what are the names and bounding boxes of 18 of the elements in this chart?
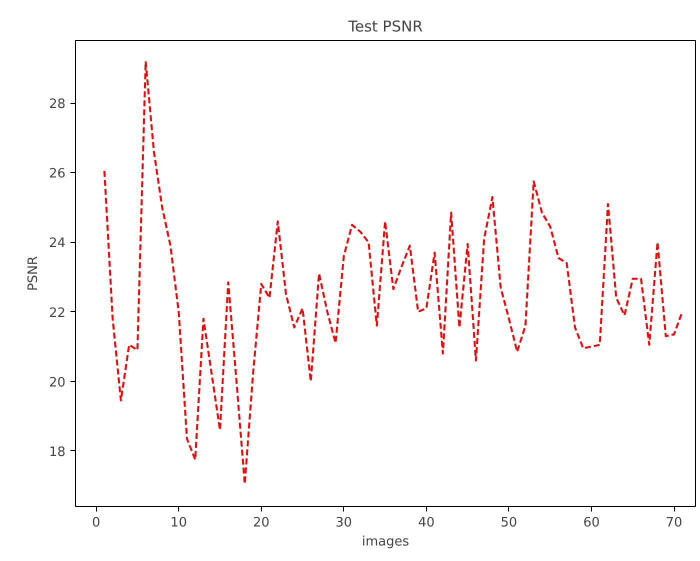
y-tick-label: 28 [48,97,66,112]
y-tick-label: 22 [48,306,66,321]
y-tick-label: 18 [48,444,66,460]
y-tick-label: 26 [48,166,66,182]
y-tick-label: 20 [48,375,66,390]
chart-title: Test PSNR [347,18,423,36]
x-axis-title: images [362,534,410,550]
y-axis-title: PSNR [26,256,41,291]
x-tick-label: 40 [418,516,435,530]
x-tick-label: 50 [500,516,518,530]
x-tick-label: 70 [666,516,682,530]
x-tick-label: 10 [170,516,187,530]
x-tick-label: 0 [92,516,100,530]
x-tick-label: 60 [583,516,600,530]
y-tick-label: 24 [48,236,66,252]
x-tick-label: 20 [252,516,270,530]
line-series [103,60,684,485]
x-tick-label: 30 [336,516,352,530]
